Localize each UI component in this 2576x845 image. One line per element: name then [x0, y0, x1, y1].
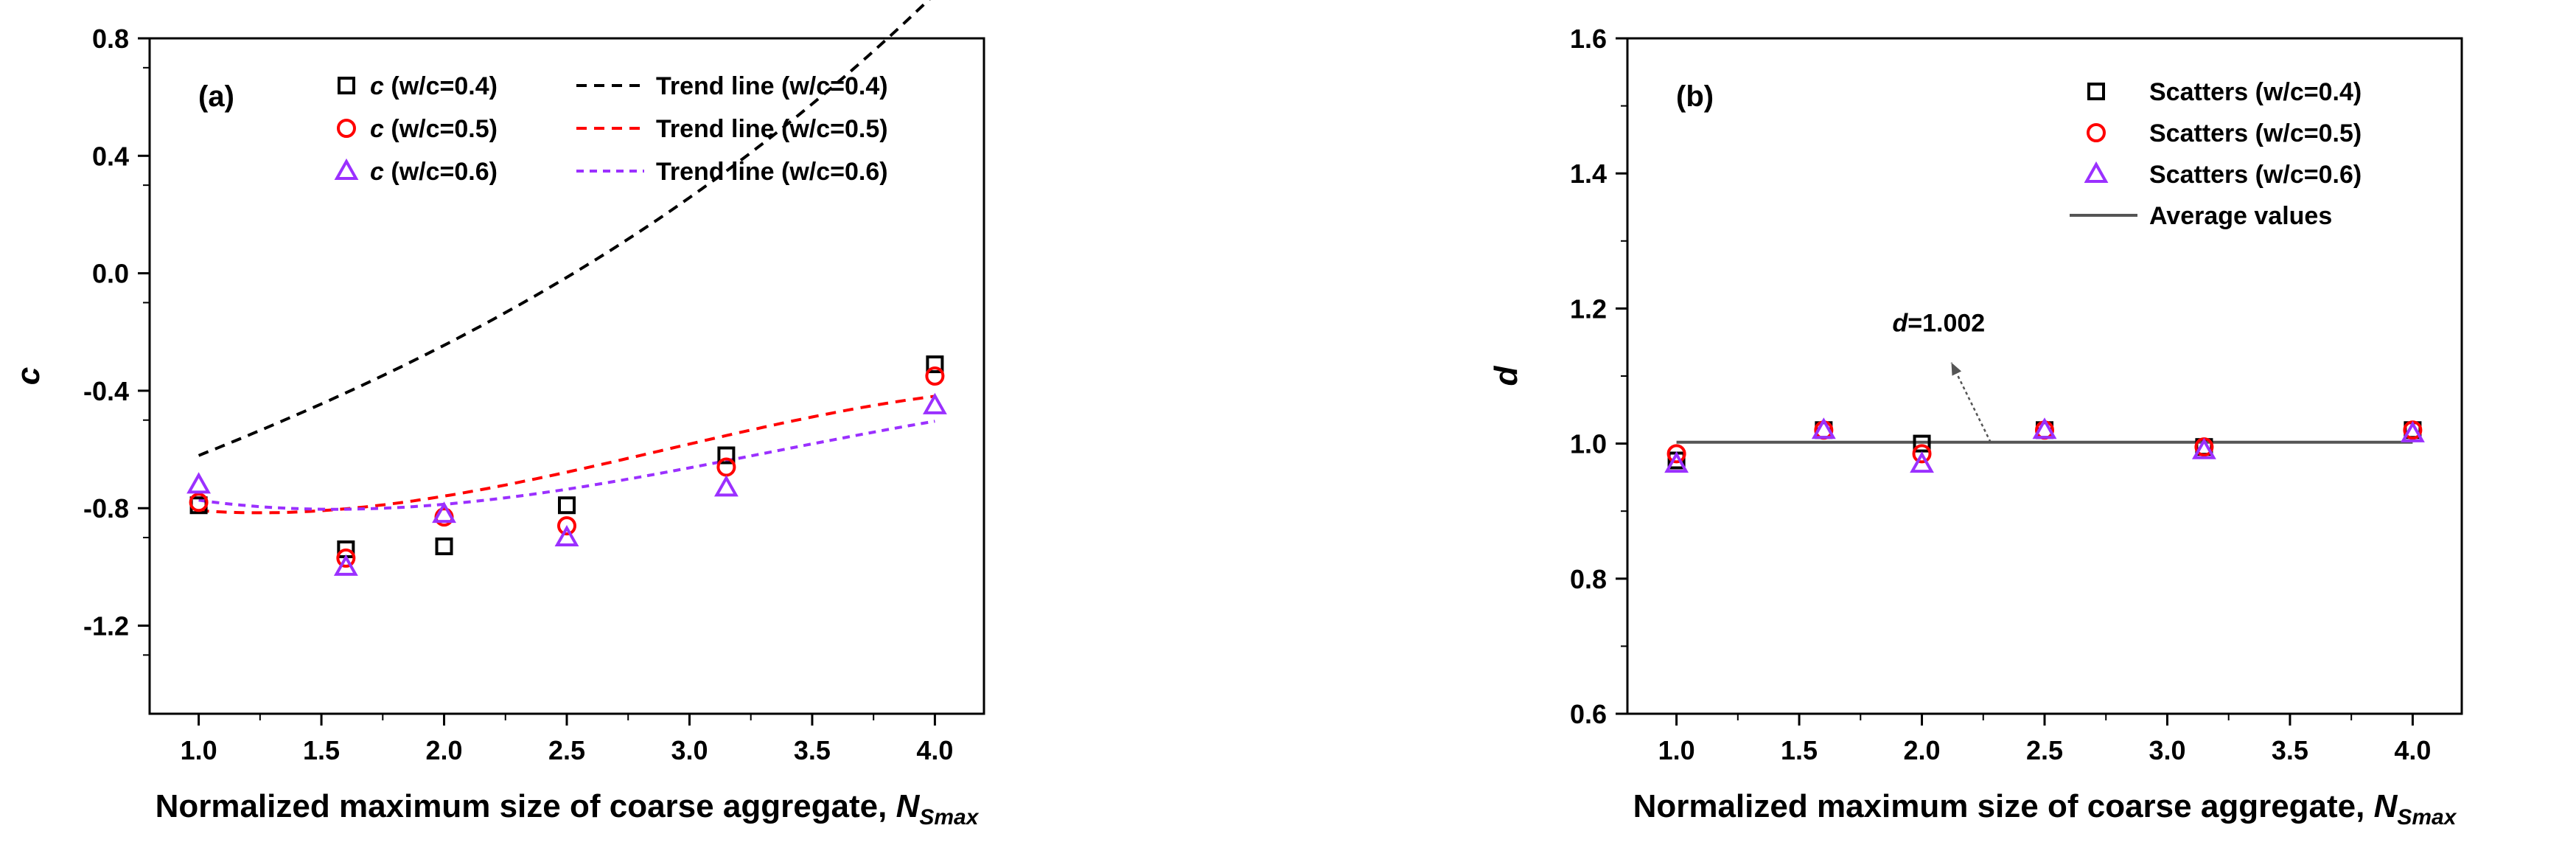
- data-point-series-2: [713, 475, 739, 497]
- data-point-series-1: [336, 548, 356, 568]
- data-point-series-2: [1910, 451, 1934, 473]
- data-point-series-0: [435, 537, 453, 555]
- x-tick-label: 1.5: [303, 735, 340, 765]
- legend-entry-variable: c: [370, 158, 384, 186]
- y-tick-label: 0.8: [1570, 564, 1607, 594]
- legend-average-entry: Average values: [2149, 202, 2332, 230]
- annotation-variable: d: [1892, 310, 1908, 338]
- x-tick-label: 3.0: [2149, 735, 2185, 765]
- trend-line-0: [198, 0, 931, 457]
- data-point-series-1: [1912, 444, 1932, 464]
- legend-entry-label: (w/c=0.4): [384, 72, 498, 100]
- legend-marker-2: [2084, 161, 2109, 183]
- panel-a-chart: 1.0 1.5 2.0 2.5 3.0 3.5 4.0 -1.2 -0.8 -0.4 0.0 0.4 0…: [10, 0, 985, 830]
- x-axis-title: Normalized maximum size of coarse aggreg…: [1633, 788, 2457, 830]
- data-point-series-1: [925, 366, 945, 386]
- x-tick-label: 3.5: [2272, 735, 2308, 765]
- x-tick-label: 1.5: [1781, 735, 1818, 765]
- annotation-label: d=1.002: [1892, 310, 1985, 338]
- y-tick-label: 0.8: [92, 24, 129, 54]
- annotation-arrow-line: [1950, 362, 1992, 443]
- data-point-series-2: [432, 501, 456, 524]
- legend-marker-0: [2087, 83, 2105, 100]
- data-point-series-2: [922, 392, 947, 414]
- data-point-series-0: [926, 355, 944, 374]
- data-point-series-2: [333, 554, 358, 576]
- data-point-series-2: [186, 472, 212, 494]
- data-point-series-2: [2400, 420, 2425, 442]
- data-point-series-0: [1913, 434, 1931, 453]
- x-axis-title-variable: N: [896, 788, 921, 824]
- legend-entry-1: Scatters (w/c=0.5): [2149, 119, 2362, 147]
- y-tick-label: 1.2: [1570, 293, 1607, 324]
- legend-marker-1: [2087, 123, 2106, 142]
- data-point-series-2: [1664, 451, 1689, 473]
- x-tick-label: 2.0: [1904, 735, 1941, 765]
- x-tick-label: 3.0: [671, 735, 708, 765]
- x-axis-title-subscript: Smax: [2397, 805, 2457, 830]
- annotation-value: =1.002: [1907, 310, 1985, 338]
- legend-entry-variable: c: [370, 72, 384, 100]
- legend-trend-entry-1: Trend line (w/c=0.5): [656, 115, 888, 143]
- data-point-series-1: [1666, 444, 1686, 464]
- y-axis-title: d: [1488, 365, 1524, 386]
- legend-marker-0: [338, 77, 355, 94]
- y-tick-label: 0.0: [92, 259, 129, 289]
- trend-line-2: [198, 420, 935, 511]
- x-axis-title-subscript: Smax: [919, 805, 979, 830]
- legend-entry-0: c (w/c=0.4): [370, 72, 498, 100]
- y-tick-label: 1.6: [1570, 24, 1607, 54]
- legend-entry-label: (w/c=0.5): [384, 115, 498, 143]
- panel-b-chart: 1.0 1.5 2.0 2.5 3.0 3.5 4.0 0.6 0.8 1.0 1.2 1.4 1.6 N…: [1488, 24, 2463, 830]
- x-tick-label: 4.0: [916, 735, 953, 765]
- data-point-series-1: [189, 493, 209, 512]
- legend-entry-variable: c: [370, 115, 384, 143]
- legend-marker-1: [337, 119, 356, 138]
- data-point-series-1: [557, 516, 576, 536]
- legend-entry-2: c (w/c=0.6): [370, 158, 498, 186]
- data-point-series-2: [1811, 417, 1836, 439]
- x-tick-label: 2.5: [2026, 735, 2063, 765]
- x-tick-label: 2.0: [426, 735, 463, 765]
- data-point-series-0: [558, 496, 576, 515]
- y-tick-label: -0.8: [83, 493, 129, 524]
- annotation-arrow-head: [1951, 362, 1962, 376]
- x-axis-title-text: Normalized maximum size of coarse aggreg…: [1633, 788, 2374, 824]
- y-axis-title: c: [10, 367, 46, 385]
- legend-trend-entry-0: Trend line (w/c=0.4): [656, 72, 888, 100]
- panel-label: (a): [198, 80, 234, 113]
- y-tick-label: 0.4: [92, 141, 129, 171]
- panel-label: (b): [1676, 80, 1714, 113]
- legend-marker-2: [334, 158, 359, 180]
- data-point-series-2: [2032, 417, 2057, 439]
- x-tick-label: 4.0: [2394, 735, 2431, 765]
- legend-trend-entry-2: Trend line (w/c=0.6): [656, 158, 888, 186]
- data-point-series-2: [554, 524, 579, 547]
- y-tick-label: -0.4: [83, 376, 129, 406]
- x-tick-label: 3.5: [794, 735, 831, 765]
- y-tick-label: 1.4: [1570, 159, 1607, 189]
- x-axis-title-variable: N: [2374, 788, 2398, 824]
- data-point-series-0: [717, 446, 736, 465]
- y-tick-label: 1.0: [1570, 429, 1607, 459]
- data-point-series-2: [2191, 437, 2216, 459]
- legend-entry-0: Scatters (w/c=0.4): [2149, 78, 2362, 106]
- legend-entry-1: c (w/c=0.5): [370, 115, 498, 143]
- x-tick-label: 2.5: [548, 735, 585, 765]
- x-axis-title: Normalized maximum size of coarse aggreg…: [156, 788, 980, 830]
- legend-entry-2: Scatters (w/c=0.6): [2149, 161, 2362, 189]
- x-tick-label: 1.0: [181, 735, 217, 765]
- legend-entry-label: (w/c=0.6): [384, 158, 498, 186]
- trend-line-1: [198, 394, 935, 515]
- y-tick-label: 0.6: [1570, 699, 1607, 729]
- x-tick-label: 1.0: [1658, 735, 1695, 765]
- y-tick-label: -1.2: [83, 611, 129, 641]
- x-axis-title-text: Normalized maximum size of coarse aggreg…: [156, 788, 896, 824]
